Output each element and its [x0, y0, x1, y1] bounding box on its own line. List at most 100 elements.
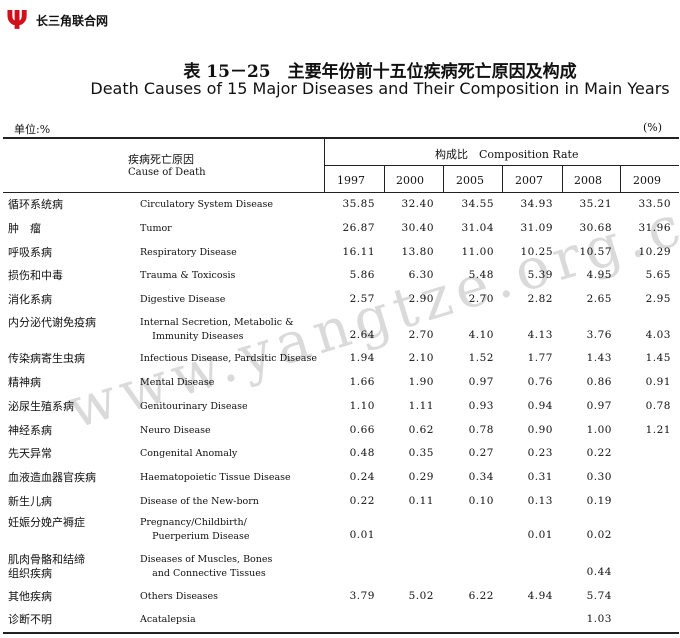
rate-cell: 5.02 [408, 590, 434, 602]
rate-cell: 10.25 [520, 246, 553, 258]
cause-en: Internal Secretion, Metabolic & Immunity… [140, 317, 294, 342]
cause-en: Respiratory Disease [140, 247, 237, 258]
rate-cell: 35.21 [579, 198, 612, 210]
rate-cell: 31.96 [638, 222, 671, 234]
rate-cell: 30.40 [401, 222, 434, 234]
rate-cell: 0.97 [586, 400, 612, 412]
rate-cell: 30.68 [579, 222, 612, 234]
cause-cn: 传染病寄生虫病 [8, 352, 85, 365]
cause-cn: 神经系病 [8, 424, 52, 437]
year-header: 2009 [633, 174, 661, 187]
cause-en: Disease of the New-born [140, 496, 259, 507]
year-header: 2000 [396, 174, 424, 187]
rate-cell: 31.09 [520, 222, 553, 234]
cause-cn: 肌肉骨骼和结缔 组织疾病 [8, 553, 85, 580]
rate-cell: 0.02 [586, 529, 612, 541]
rate-cell: 26.87 [342, 222, 375, 234]
cause-cn: 消化系病 [8, 293, 52, 306]
cause-cn: 泌尿生殖系病 [8, 400, 74, 413]
rate-cell: 1.66 [349, 376, 375, 388]
rate-cell: 0.86 [586, 376, 612, 388]
rate-cell: 2.10 [408, 352, 434, 364]
year-header: 2005 [456, 174, 484, 187]
rate-cell: 1.90 [408, 376, 434, 388]
year-column-divider [502, 166, 503, 192]
rate-cell: 1.77 [527, 352, 553, 364]
rate-cell: 1.21 [645, 424, 671, 436]
rate-cell: 34.93 [520, 198, 553, 210]
rate-cell: 4.94 [527, 590, 553, 602]
cause-cn: 先天异常 [8, 447, 52, 460]
cause-cn: 其他疾病 [8, 590, 52, 603]
cause-cn: 肿 瘤 [8, 222, 41, 235]
cause-cn: 新生儿病 [8, 495, 52, 508]
year-header: 2007 [515, 174, 543, 187]
cause-en: Others Diseases [140, 591, 218, 602]
cause-cn: 损伤和中毒 [8, 269, 63, 282]
year-header: 2008 [574, 174, 602, 187]
cause-cn: 呼吸系病 [8, 246, 52, 259]
rate-cell: 2.70 [468, 293, 494, 305]
rate-cell: 1.94 [349, 352, 375, 364]
title-english: Death Causes of 15 Major Diseases and Th… [90, 79, 670, 98]
cause-en: Congenital Anomaly [140, 448, 238, 459]
rate-cell: 4.03 [645, 329, 671, 341]
rate-cell: 2.57 [349, 293, 375, 305]
rate-cell: 0.90 [527, 424, 553, 436]
header-cause-cn: 疾病死亡原因 [128, 153, 194, 166]
rate-cell: 16.11 [342, 246, 375, 258]
rate-cell: 33.50 [638, 198, 671, 210]
cause-en: Circulatory System Disease [140, 199, 273, 210]
rate-cell: 1.03 [586, 613, 612, 625]
rate-cell: 0.30 [586, 471, 612, 483]
cause-cn: 内分泌代谢免疫病 [8, 316, 96, 329]
rate-cell: 0.19 [586, 495, 612, 507]
rate-cell: 11.00 [461, 246, 494, 258]
rate-cell: 0.31 [527, 471, 553, 483]
year-column-divider [562, 166, 563, 192]
header-composition-rate: 构成比 Composition Rate [435, 148, 579, 161]
rate-cell: 2.95 [645, 293, 671, 305]
rate-cell: 0.27 [468, 447, 494, 459]
cause-cn: 血液造血器官疾病 [8, 471, 96, 484]
rate-cell: 5.74 [586, 590, 612, 602]
rate-cell: 0.34 [468, 471, 494, 483]
rate-cell: 31.04 [461, 222, 494, 234]
rate-cell: 0.22 [349, 495, 375, 507]
rate-cell: 0.11 [408, 495, 434, 507]
title-chinese: 表 15－25 主要年份前十五位疾病死亡原因及构成 [183, 62, 577, 82]
cause-en: Diseases of Muscles, Bones and Connectiv… [140, 554, 273, 579]
table-top-rule [3, 137, 679, 139]
rate-cell: 13.80 [401, 246, 434, 258]
cause-en: Haematopoietic Tissue Disease [140, 472, 291, 483]
header-bottom-rule [3, 192, 679, 193]
rate-cell: 0.10 [468, 495, 494, 507]
rate-cell: 6.22 [468, 590, 494, 602]
header-cause-en: Cause of Death [128, 167, 206, 178]
cause-cn: 妊娠分娩产褥症 [8, 516, 85, 529]
year-header: 1997 [337, 174, 365, 187]
year-column-divider [443, 166, 444, 192]
rate-cell: 4.13 [527, 329, 553, 341]
cause-cn: 诊断不明 [8, 613, 52, 626]
cause-en: Mental Disease [140, 377, 215, 388]
rate-cell: 35.85 [342, 198, 375, 210]
rate-cell: 1.52 [468, 352, 494, 364]
cause-en: Neuro Disease [140, 425, 211, 436]
rate-cell: 0.01 [527, 529, 553, 541]
rate-cell: 3.79 [349, 590, 375, 602]
rate-cell: 0.35 [408, 447, 434, 459]
rate-cell: 0.24 [349, 471, 375, 483]
rate-cell: 2.64 [349, 329, 375, 341]
cause-cn: 循环系统病 [8, 198, 63, 211]
logo-icon: Ψ [6, 6, 29, 36]
rate-cell: 32.40 [401, 198, 434, 210]
rate-cell: 4.95 [586, 269, 612, 281]
rate-cell: 1.43 [586, 352, 612, 364]
unit-label-right: (%) [642, 121, 662, 134]
rate-cell: 0.01 [349, 529, 375, 541]
cause-en: Infectious Disease, Pardsitic Disease [140, 353, 317, 364]
rate-cell: 2.70 [408, 329, 434, 341]
rate-cell: 4.10 [468, 329, 494, 341]
